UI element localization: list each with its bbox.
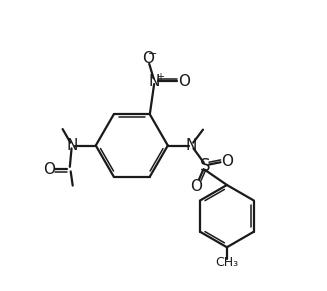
Text: N: N: [66, 138, 78, 153]
Text: S: S: [200, 157, 211, 175]
Text: O: O: [190, 179, 202, 194]
Text: N: N: [148, 74, 160, 89]
Text: O: O: [142, 51, 154, 66]
Text: N: N: [186, 138, 197, 153]
Text: O: O: [43, 162, 55, 177]
Text: O: O: [179, 74, 190, 89]
Text: O: O: [221, 154, 233, 169]
Text: CH₃: CH₃: [215, 256, 238, 269]
Text: −: −: [148, 49, 158, 59]
Text: +: +: [156, 72, 164, 82]
